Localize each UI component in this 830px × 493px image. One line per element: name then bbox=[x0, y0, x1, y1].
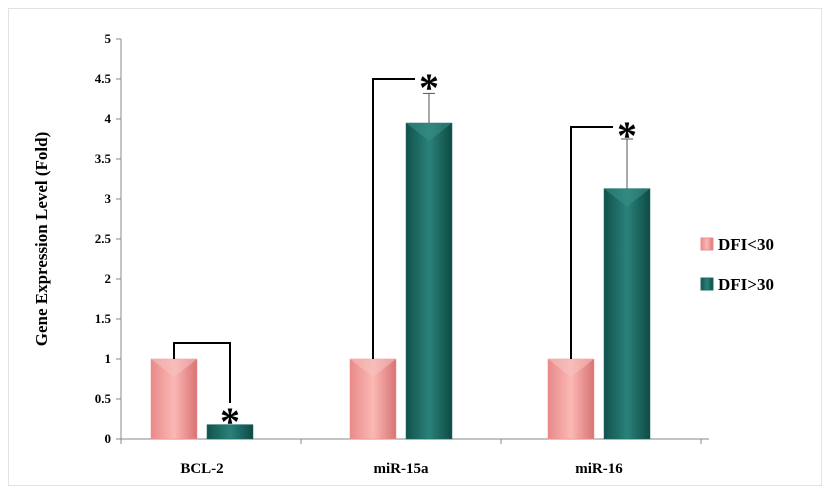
chart-frame: 0 0.5 1 1.5 2 2.5 3 3.5 4 4.5 5 Gene Expression Lev… bbox=[8, 8, 822, 486]
bar-dfi-gt-30 bbox=[603, 188, 651, 440]
legend-label: DFI>30 bbox=[718, 275, 774, 294]
bar-bevel bbox=[151, 359, 197, 377]
y-tick-label: 1 bbox=[105, 351, 112, 366]
bar-dfi-gt-30 bbox=[405, 122, 453, 440]
bar-bevel bbox=[406, 123, 452, 141]
y-tick-label: 4.5 bbox=[95, 71, 112, 86]
y-tick-label: 1.5 bbox=[95, 311, 112, 326]
significance-bracket bbox=[570, 126, 613, 359]
legend-label: DFI<30 bbox=[718, 235, 774, 254]
significance-star: * bbox=[419, 65, 439, 110]
legend-swatch bbox=[700, 237, 714, 251]
significance-star: * bbox=[220, 399, 240, 444]
y-axis-label: Gene Expression Level (Fold) bbox=[32, 132, 51, 347]
legend-swatch bbox=[700, 277, 714, 291]
y-tick-label: 3 bbox=[105, 191, 112, 206]
x-tick-label: BCL-2 bbox=[180, 461, 223, 477]
y-tick-label: 4 bbox=[105, 111, 112, 126]
bar-chart: 0 0.5 1 1.5 2 2.5 3 3.5 4 4.5 5 Gene Expression Lev… bbox=[32, 31, 774, 477]
bar-bevel bbox=[350, 359, 396, 377]
significance-bracket bbox=[173, 342, 231, 403]
bar-dfi-gt-30 bbox=[206, 424, 254, 440]
bar-bevel bbox=[548, 359, 594, 377]
y-tick-label: 2 bbox=[105, 271, 112, 286]
significance-bracket bbox=[372, 78, 415, 359]
y-tick-label: 0 bbox=[105, 431, 112, 446]
x-tick-label: miR-15a bbox=[374, 461, 429, 477]
significance-star: * bbox=[617, 113, 637, 158]
y-tick-label: 0.5 bbox=[95, 391, 112, 406]
y-tick-label: 5 bbox=[105, 31, 112, 46]
y-tick-label: 3.5 bbox=[95, 151, 112, 166]
bar-bevel bbox=[604, 188, 650, 207]
x-tick-label: miR-16 bbox=[575, 461, 623, 477]
y-tick-label: 2.5 bbox=[95, 231, 112, 246]
